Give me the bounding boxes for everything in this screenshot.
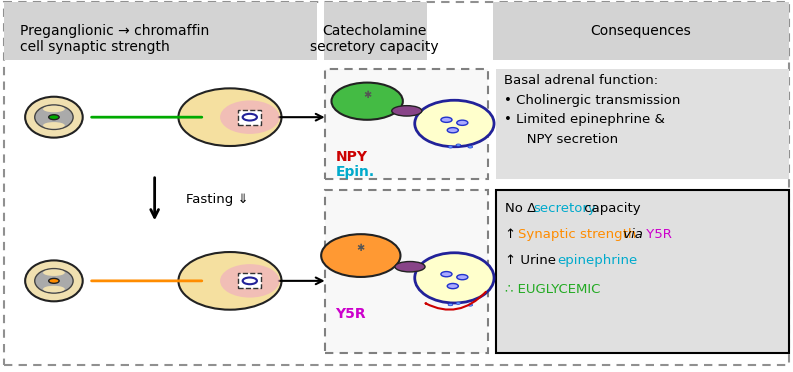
Text: Y5R: Y5R (642, 228, 672, 241)
Ellipse shape (178, 252, 282, 310)
Text: No Δ: No Δ (505, 202, 541, 215)
Text: ↑ Urine: ↑ Urine (505, 254, 561, 267)
Text: ✱: ✱ (357, 243, 365, 253)
Ellipse shape (415, 253, 494, 303)
Ellipse shape (43, 286, 65, 292)
Circle shape (441, 117, 452, 122)
Ellipse shape (43, 106, 65, 112)
Circle shape (441, 272, 452, 277)
Ellipse shape (43, 122, 65, 129)
Text: Y5R: Y5R (335, 307, 366, 321)
FancyBboxPatch shape (324, 2, 427, 60)
Text: Catecholamine
secretory capacity: Catecholamine secretory capacity (310, 24, 439, 54)
Text: via: via (619, 228, 642, 241)
Circle shape (243, 278, 257, 284)
Circle shape (447, 283, 458, 289)
Ellipse shape (321, 234, 400, 277)
FancyBboxPatch shape (325, 190, 488, 353)
Ellipse shape (43, 269, 65, 276)
Text: capacity: capacity (580, 202, 641, 215)
FancyBboxPatch shape (238, 110, 261, 125)
Text: Fasting ⇓: Fasting ⇓ (186, 193, 249, 205)
Circle shape (447, 128, 458, 133)
Text: ✱: ✱ (363, 90, 371, 100)
FancyBboxPatch shape (493, 2, 789, 60)
Text: Synaptic strength: Synaptic strength (518, 228, 636, 241)
Ellipse shape (25, 260, 82, 301)
Ellipse shape (331, 83, 403, 120)
Text: NPY secretion: NPY secretion (514, 133, 618, 146)
FancyArrowPatch shape (426, 292, 486, 310)
Circle shape (456, 144, 461, 146)
Text: ↑: ↑ (505, 228, 520, 241)
Text: Consequences: Consequences (590, 24, 691, 38)
Circle shape (448, 146, 453, 148)
Circle shape (243, 114, 257, 121)
Text: epinephrine: epinephrine (557, 254, 638, 267)
Circle shape (457, 120, 468, 125)
Text: secretory: secretory (533, 202, 596, 215)
Ellipse shape (35, 269, 73, 293)
FancyBboxPatch shape (4, 2, 317, 60)
Ellipse shape (415, 100, 494, 147)
Circle shape (456, 302, 461, 304)
Ellipse shape (35, 105, 73, 129)
FancyBboxPatch shape (496, 190, 789, 353)
Ellipse shape (25, 97, 82, 138)
Ellipse shape (220, 264, 280, 298)
Text: • Cholinergic transmission: • Cholinergic transmission (504, 94, 680, 107)
Circle shape (48, 115, 59, 120)
Circle shape (48, 278, 59, 283)
Circle shape (468, 304, 473, 306)
Ellipse shape (392, 106, 422, 116)
Ellipse shape (220, 100, 280, 134)
Text: • Limited epinephrine &: • Limited epinephrine & (504, 113, 665, 126)
Circle shape (468, 146, 473, 148)
Text: Basal adrenal function:: Basal adrenal function: (504, 74, 657, 87)
Ellipse shape (395, 262, 425, 272)
Text: NPY: NPY (335, 150, 367, 164)
FancyBboxPatch shape (238, 273, 261, 288)
Circle shape (457, 275, 468, 280)
Ellipse shape (178, 89, 282, 146)
FancyBboxPatch shape (496, 69, 789, 179)
Circle shape (448, 304, 453, 306)
Text: Preganglionic → chromaffin
cell synaptic strength: Preganglionic → chromaffin cell synaptic… (20, 24, 209, 54)
Text: ∴ EUGLYCEMIC: ∴ EUGLYCEMIC (505, 283, 600, 296)
FancyBboxPatch shape (325, 69, 488, 179)
Text: Epin.: Epin. (335, 165, 374, 179)
